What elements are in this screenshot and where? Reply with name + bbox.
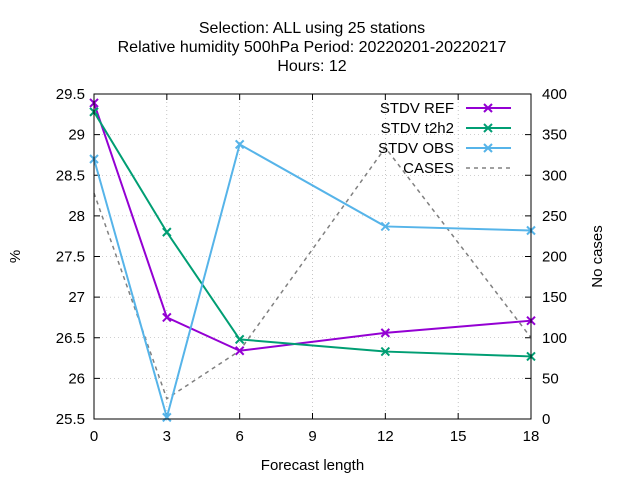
marker-stroke (234, 139, 245, 150)
y2-tick-label: 300 (542, 167, 567, 184)
plot-frame (93, 93, 532, 420)
legend-marker (483, 123, 493, 133)
y-tick-label: 26.5 (56, 330, 85, 347)
x-axis-label: Forecast length (261, 457, 364, 474)
title-line-1: Selection: ALL using 25 stations (199, 20, 425, 37)
y-tick-label: 27 (68, 289, 85, 306)
legend-item-stdv-ref: STDV REF (380, 100, 511, 117)
marker-stroke (234, 334, 245, 345)
legend-label: CASES (403, 160, 454, 177)
legend-label: STDV t2h2 (381, 120, 454, 137)
x-tick-label: 18 (523, 428, 540, 445)
legend: STDV REF STDV t2h2 STDV OBS CASES (378, 100, 511, 177)
data-point-stdv-ref (162, 312, 172, 323)
y-axis-label: % (7, 250, 24, 263)
legend-marker (483, 103, 493, 113)
legend-item-stdv-t2h2: STDV t2h2 (381, 120, 511, 137)
marker-stroke (380, 328, 391, 338)
data-point-stdv-obs (380, 221, 391, 232)
y2-tick-label: 400 (542, 86, 567, 103)
y2-tick-label: 100 (542, 330, 567, 347)
x-tick-label: 9 (308, 428, 316, 445)
marker-stroke (162, 227, 172, 237)
y-tick-label: 29.5 (56, 86, 85, 103)
x-tick-label: 12 (377, 428, 394, 445)
x-tick-label: 6 (235, 428, 243, 445)
y-tick-label: 26 (68, 370, 85, 387)
plot-area (89, 98, 536, 423)
title-line-3: Hours: 12 (277, 58, 346, 75)
marker-stroke (162, 312, 172, 323)
data-point-stdv-t2h2 (162, 227, 172, 237)
y-tick-label: 27.5 (56, 249, 85, 266)
y2-tick-label: 50 (542, 370, 559, 387)
legend-label: STDV OBS (378, 140, 454, 157)
axis-ticks: 0 3 6 9 12 15 18 25.5 26 26.5 27 27.5 28 28.5 29 29.5 0 5… (56, 86, 567, 445)
legend-marker (483, 143, 493, 153)
data-point-stdv-ref (380, 328, 391, 338)
marker-stroke (162, 412, 172, 423)
marker-stroke (234, 346, 245, 356)
legend-label: STDV REF (380, 100, 454, 117)
title-line-2: Relative humidity 500hPa Period: 2022020… (118, 39, 507, 56)
marker-stroke (483, 103, 493, 113)
y-tick-label: 29 (68, 127, 85, 144)
y2-tick-label: 350 (542, 127, 567, 144)
y2-tick-label: 250 (542, 208, 567, 225)
legend-item-cases: CASES (403, 160, 511, 177)
data-point-stdv-t2h2 (380, 346, 391, 357)
series-stdv-ref (89, 98, 536, 356)
data-point-stdv-obs (162, 412, 172, 423)
y2-tick-label: 200 (542, 249, 567, 266)
series-stdv-t2h2 (89, 107, 536, 362)
y-tick-label: 28 (68, 208, 85, 225)
marker-stroke (380, 346, 391, 357)
marker-stroke (380, 221, 391, 232)
x-tick-label: 0 (90, 428, 98, 445)
marker-stroke (483, 123, 493, 133)
legend-item-stdv-obs: STDV OBS (378, 140, 511, 157)
marker-stroke (483, 143, 493, 153)
y2-tick-label: 150 (542, 289, 567, 306)
x-tick-label: 15 (450, 428, 467, 445)
y-tick-label: 28.5 (56, 167, 85, 184)
y2-axis-label: No cases (589, 225, 606, 288)
y2-tick-label: 0 (542, 411, 550, 428)
chart-title: Selection: ALL using 25 stations Relativ… (118, 20, 507, 75)
data-point-stdv-ref (234, 346, 245, 356)
x-tick-label: 3 (163, 428, 171, 445)
grid (94, 94, 531, 419)
y-tick-label: 25.5 (56, 411, 85, 428)
data-point-stdv-obs (234, 139, 245, 150)
data-point-stdv-t2h2 (234, 334, 245, 345)
